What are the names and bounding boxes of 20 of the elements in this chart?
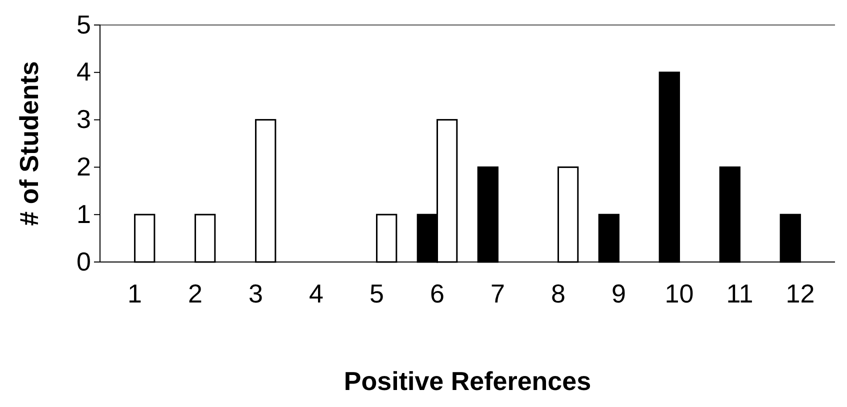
x-tick-label: 10 <box>664 278 694 308</box>
x-tick-label: 9 <box>612 278 626 308</box>
y-tick-label: 1 <box>76 198 91 229</box>
y-tick-label: 0 <box>76 246 91 276</box>
y-tick-label: 3 <box>76 104 91 134</box>
x-tick-label: 2 <box>188 278 203 308</box>
x-tick-label: 12 <box>786 278 815 308</box>
x-tick-label: 7 <box>490 278 505 308</box>
x-tick-label: 3 <box>248 278 264 308</box>
x-tick-label: 6 <box>430 278 444 308</box>
y-tick-label: 2 <box>76 152 91 182</box>
x-tick-label: 1 <box>128 278 142 308</box>
x-tick-label: 4 <box>309 278 324 308</box>
x-tick-label: 5 <box>370 278 384 308</box>
y-axis-title: # of Students <box>14 61 44 226</box>
y-tick-label: 4 <box>76 56 91 87</box>
y-tick-label: 5 <box>76 9 91 40</box>
x-tick-label: 8 <box>551 278 566 308</box>
x-tick-label: 11 <box>726 278 754 308</box>
x-axis-title: Positive References <box>344 366 592 396</box>
